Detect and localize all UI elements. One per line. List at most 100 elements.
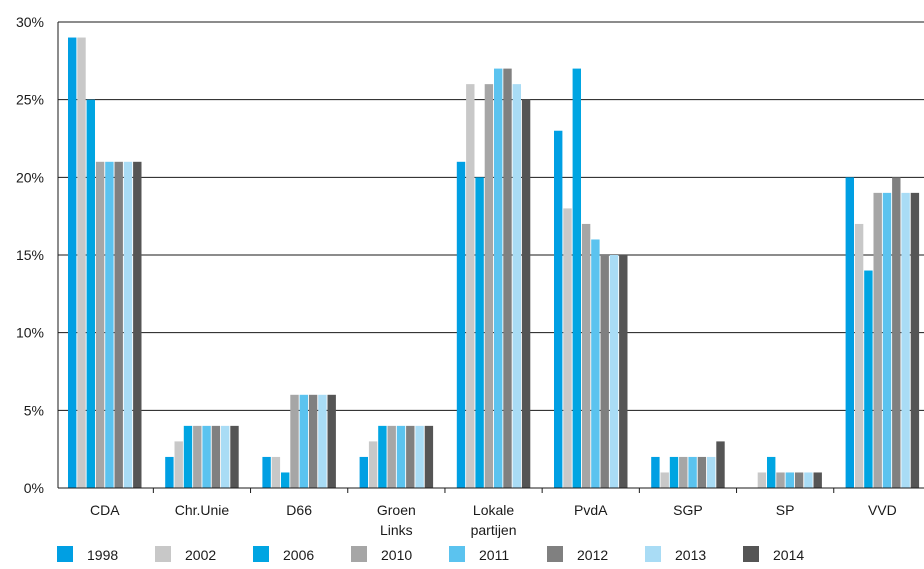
- bar: [290, 394, 299, 488]
- bar: [845, 177, 854, 489]
- y-tick-label: 30%: [16, 14, 44, 30]
- bar: [262, 456, 271, 488]
- bar: [456, 161, 466, 489]
- x-tick-label: PvdA: [574, 502, 608, 518]
- x-tick-label: partijen: [471, 522, 517, 538]
- x-tick-label: Links: [380, 522, 413, 538]
- bar: [494, 68, 503, 488]
- legend: 1998 2002 2006 2010 2011 2012 2013 2014: [57, 546, 804, 563]
- legend-label: 2010: [381, 547, 412, 563]
- bar: [114, 161, 123, 489]
- x-tick-label: Lokale: [473, 502, 514, 518]
- y-tick-label: 0%: [24, 480, 44, 496]
- legend-swatch: [253, 546, 269, 562]
- bar: [359, 456, 368, 488]
- bar: [230, 425, 239, 488]
- bar: [271, 456, 281, 488]
- bar: [679, 456, 688, 488]
- legend-label: 1998: [87, 547, 118, 563]
- bar: [368, 441, 378, 488]
- bar: [105, 161, 114, 489]
- bar: [892, 177, 901, 489]
- x-tick-label: SP: [776, 502, 795, 518]
- bar: [165, 456, 174, 488]
- y-tick-label: 25%: [16, 92, 44, 108]
- bar: [396, 425, 406, 488]
- legend-label: 2006: [283, 547, 314, 563]
- legend-label: 2014: [773, 547, 804, 563]
- bar: [794, 472, 804, 488]
- bar: [688, 456, 697, 488]
- bar: [387, 425, 396, 488]
- bar: [757, 472, 767, 488]
- bar: [873, 192, 882, 488]
- x-tick-label: Chr.Unie: [175, 502, 230, 518]
- bar: [174, 441, 183, 488]
- bar: [77, 37, 86, 489]
- bar: [563, 208, 572, 488]
- bar: [901, 192, 910, 488]
- bar: [554, 130, 563, 488]
- bar: [281, 472, 290, 488]
- legend-swatch: [351, 546, 367, 562]
- bar: [707, 456, 716, 488]
- bar: [591, 239, 600, 488]
- bar: [193, 425, 202, 488]
- bar: [600, 255, 609, 488]
- legend-swatch: [57, 546, 73, 562]
- bar: [415, 425, 424, 488]
- legend-swatch: [449, 546, 465, 562]
- bars-layer: [68, 37, 920, 489]
- legend-label: 2011: [479, 547, 509, 563]
- x-tick-label: VVD: [868, 502, 897, 518]
- bar: [813, 472, 822, 488]
- bar: [697, 456, 707, 488]
- x-tick-label: CDA: [90, 502, 120, 518]
- bar: [424, 425, 434, 488]
- bar: [882, 192, 892, 488]
- legend-swatch: [547, 546, 563, 562]
- x-tick-label: D66: [286, 502, 312, 518]
- bar: [660, 472, 669, 488]
- bar: [308, 394, 318, 488]
- bar: [503, 68, 512, 488]
- bar: [609, 255, 619, 488]
- bar: [767, 456, 776, 488]
- bar: [95, 161, 105, 489]
- bar: [406, 425, 415, 488]
- y-tick-label: 5%: [24, 402, 44, 418]
- bar: [785, 472, 794, 488]
- bar: [484, 84, 494, 488]
- bar: [910, 192, 920, 488]
- bar: [221, 425, 230, 488]
- legend-label: 2013: [675, 547, 706, 563]
- bar: [651, 456, 660, 488]
- bar: [776, 472, 785, 488]
- bar: [378, 425, 387, 488]
- bar: [521, 99, 531, 489]
- legend-swatch: [645, 546, 661, 562]
- bar: [318, 394, 327, 488]
- x-tick-label: Groen: [377, 502, 416, 518]
- y-tick-label: 10%: [16, 325, 44, 341]
- axis-layer: 0% 5% 10% 15% 20% 25% 30% CDA Chr.Unie D66 Groen Li…: [16, 14, 924, 538]
- bar: [466, 84, 475, 488]
- x-tick-label: SGP: [673, 502, 703, 518]
- bar: [854, 223, 864, 488]
- bar: [183, 425, 193, 488]
- bar: [619, 255, 628, 488]
- legend-swatch: [155, 546, 171, 562]
- legend-label: 2002: [185, 547, 216, 563]
- bar: [716, 441, 725, 488]
- bar: [211, 425, 221, 488]
- bar: [68, 37, 77, 489]
- bar: [864, 270, 873, 488]
- legend-label: 2012: [577, 547, 608, 563]
- bar: [86, 99, 95, 489]
- bar: [202, 425, 211, 488]
- bar: [133, 161, 142, 489]
- bar: [669, 456, 679, 488]
- legend-swatch: [743, 546, 759, 562]
- bar: [327, 394, 336, 488]
